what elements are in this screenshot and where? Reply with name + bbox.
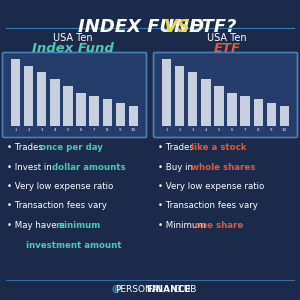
Text: investment amount: investment amount (20, 241, 122, 250)
Text: VS: VS (164, 18, 191, 36)
Text: • Transaction fees vary: • Transaction fees vary (158, 202, 258, 211)
Text: 9: 9 (119, 128, 122, 132)
Text: CLUB: CLUB (173, 285, 197, 294)
Bar (50, 79, 60, 126)
Bar (201, 79, 211, 126)
Text: 6: 6 (231, 128, 233, 132)
Text: 7: 7 (93, 128, 95, 132)
Text: • Invest in: • Invest in (7, 163, 55, 172)
Text: one share: one share (195, 221, 244, 230)
Text: • May have a: • May have a (7, 221, 68, 230)
Text: whole shares: whole shares (191, 163, 256, 172)
Text: ETF?: ETF? (183, 18, 236, 36)
Bar (63, 86, 73, 126)
Text: 6: 6 (80, 128, 82, 132)
Text: @: @ (111, 285, 120, 294)
Text: ETF: ETF (214, 42, 241, 55)
Bar (214, 86, 224, 126)
Text: 10: 10 (131, 128, 136, 132)
Text: 9: 9 (270, 128, 273, 132)
Bar (129, 106, 138, 126)
Text: • Minimum: • Minimum (158, 221, 208, 230)
Text: 4: 4 (54, 128, 56, 132)
Text: • Transaction fees vary: • Transaction fees vary (7, 202, 107, 211)
Bar (89, 96, 99, 126)
Text: FINANCE: FINANCE (146, 285, 190, 294)
Text: • Trades: • Trades (7, 143, 46, 152)
Text: minimum: minimum (56, 221, 100, 230)
Text: • Very low expense ratio: • Very low expense ratio (7, 182, 113, 191)
Text: 5: 5 (67, 128, 69, 132)
Bar (162, 59, 171, 126)
Text: 1: 1 (165, 128, 168, 132)
Text: 3: 3 (40, 128, 43, 132)
Text: USA Ten: USA Ten (207, 33, 247, 43)
Bar (116, 103, 125, 126)
Text: PERSONAL: PERSONAL (115, 285, 163, 294)
Text: 2: 2 (178, 128, 181, 132)
Text: 8: 8 (257, 128, 260, 132)
Text: like a stock: like a stock (191, 143, 247, 152)
Text: INDEX FUND: INDEX FUND (78, 18, 211, 36)
Text: 5: 5 (218, 128, 220, 132)
Text: 2: 2 (27, 128, 30, 132)
Text: • Buy in: • Buy in (158, 163, 196, 172)
Bar (11, 59, 20, 126)
Bar (240, 96, 250, 126)
Text: 10: 10 (282, 128, 287, 132)
Text: • Trades: • Trades (158, 143, 196, 152)
Bar (175, 66, 184, 126)
Text: 7: 7 (244, 128, 246, 132)
Text: Index Fund: Index Fund (32, 42, 114, 55)
Bar (227, 92, 237, 126)
Bar (37, 72, 46, 126)
Bar (103, 99, 112, 126)
Bar (76, 92, 86, 126)
Bar (24, 66, 33, 126)
Text: 4: 4 (205, 128, 207, 132)
Text: once per day: once per day (40, 143, 103, 152)
Text: 8: 8 (106, 128, 109, 132)
Text: 1: 1 (14, 128, 17, 132)
Text: dollar amounts: dollar amounts (52, 163, 125, 172)
Text: 3: 3 (191, 128, 194, 132)
Text: USA Ten: USA Ten (53, 33, 93, 43)
Bar (254, 99, 263, 126)
FancyBboxPatch shape (154, 52, 298, 137)
FancyBboxPatch shape (2, 52, 146, 137)
Text: • Very low expense ratio: • Very low expense ratio (158, 182, 264, 191)
Bar (188, 72, 197, 126)
Bar (267, 103, 276, 126)
Bar (280, 106, 289, 126)
